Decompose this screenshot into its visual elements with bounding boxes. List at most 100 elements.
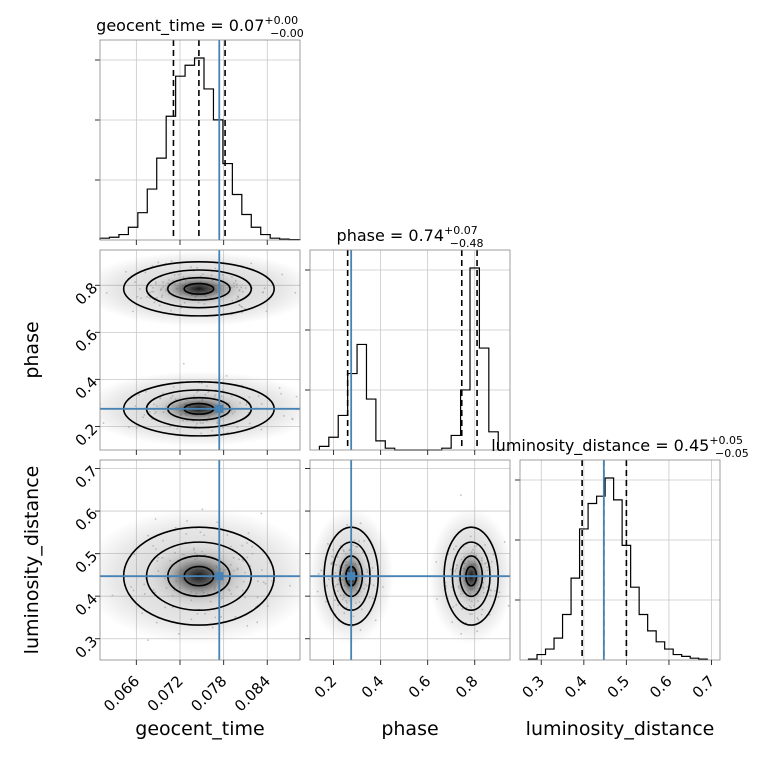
scatter-phase_vs_luminosity_distance-point-1-36	[436, 598, 438, 600]
scatter-phase_vs_luminosity_distance-point-1-84	[469, 535, 472, 538]
scatter-geocent_time_vs_phase-point-1-101	[211, 429, 214, 432]
scatter-geocent_time_vs_phase-point-0-52	[144, 271, 147, 274]
scatter-geocent_time_vs_luminosity_distance-point-0-11	[147, 639, 149, 642]
scatter-geocent_time_vs_phase-point-1-71	[280, 392, 283, 395]
scatter-phase_vs_luminosity_distance-point-1-86	[445, 585, 447, 587]
x-axis-label-luminosity-distance: luminosity_distance	[526, 718, 715, 740]
scatter-geocent_time_vs_phase-point-0-136	[170, 260, 173, 263]
hist-geocent_time-title-label: geocent_time = 0.07	[96, 16, 264, 36]
scatter-geocent_time_vs_luminosity_distance-point-0-137	[203, 534, 206, 537]
scatter-geocent_time_vs_phase-point-0-72	[139, 288, 141, 290]
scatter-geocent_time_vs_luminosity_distance-point-0-98	[251, 552, 254, 555]
scatter-phase_vs_luminosity_distance-point-1-21	[435, 560, 438, 563]
scatter-phase_vs_luminosity_distance-point-0-137	[332, 548, 335, 551]
scatter-phase_vs_luminosity_distance-point-1-58	[490, 560, 493, 563]
scatter-phase_vs_luminosity_distance-point-1-117	[444, 581, 447, 584]
scatter-geocent_time_vs_luminosity_distance-point-0-46	[266, 605, 269, 607]
scatter-geocent_time_vs_luminosity_distance-point-0-112	[154, 518, 157, 520]
x-axis-label-phase: phase	[381, 718, 438, 740]
scatter-geocent_time_vs_phase-point-0-26	[238, 303, 241, 306]
hist-luminosity_distance-title-plus: +0.05	[709, 434, 743, 447]
scatter-phase_vs_luminosity_distance-point-0-118	[353, 539, 356, 542]
hist-phase-title-minus: −0.48	[450, 237, 484, 250]
scatter-geocent_time_vs_luminosity_distance-point-0-55	[256, 596, 259, 599]
scatter-phase_vs_luminosity_distance-xtick-label-0: 0.2	[311, 672, 341, 702]
scatter-phase_vs_luminosity_distance-point-1-115	[488, 613, 491, 616]
scatter-geocent_time_vs_phase-point-1-9	[135, 426, 138, 429]
scatter-phase_vs_luminosity_distance-point-1-137	[507, 604, 510, 607]
scatter-geocent_time_vs_phase-point-0-45	[263, 287, 266, 290]
y-axis-label-phase: phase	[21, 321, 43, 378]
scatter-phase_vs_luminosity_distance-truth-marker	[347, 572, 356, 581]
scatter-geocent_time_vs_luminosity_distance-point-0-57	[241, 544, 244, 547]
scatter-geocent_time_vs_phase-point-1-18	[138, 394, 140, 396]
scatter-geocent_time_vs_phase-point-0-95	[241, 306, 244, 309]
scatter-geocent_time_vs_luminosity_distance-ytick-label-4: 0.7	[72, 462, 102, 492]
hist-luminosity_distance-xtick-label-1: 0.4	[561, 672, 591, 702]
scatter-geocent_time_vs_phase-point-1-104	[176, 427, 179, 430]
scatter-phase_vs_luminosity_distance-point-0-81	[326, 584, 328, 587]
scatter-phase_vs_luminosity_distance-point-0-94	[317, 572, 320, 575]
scatter-phase_vs_luminosity_distance-point-1-1	[477, 618, 480, 621]
scatter-phase_vs_luminosity_distance-point-0-138	[363, 539, 366, 542]
scatter-geocent_time_vs_luminosity_distance-point-0-3	[262, 581, 265, 584]
scatter-geocent_time_vs_phase-point-0-116	[170, 309, 172, 312]
scatter-phase_vs_luminosity_distance-point-0-40	[334, 599, 336, 602]
hist-geocent_time-title: geocent_time = 0.07+0.00 −0.00	[96, 14, 304, 40]
scatter-geocent_time_vs_luminosity_distance-ytick-label-0: 0.3	[72, 632, 102, 662]
scatter-geocent_time_vs_luminosity_distance-point-0-77	[186, 520, 188, 522]
scatter-geocent_time_vs_phase-point-1-44	[260, 403, 263, 405]
scatter-phase_vs_luminosity_distance-point-0-73	[368, 596, 371, 599]
scatter-geocent_time_vs_luminosity_distance-point-0-42	[155, 621, 158, 624]
scatter-geocent_time_vs_phase-point-0-57	[196, 266, 199, 269]
scatter-phase_vs_luminosity_distance-point-1-111	[449, 568, 452, 571]
scatter-geocent_time_vs_phase-point-0-82	[250, 262, 253, 265]
hist-luminosity_distance-xtick-label-2: 0.5	[604, 672, 634, 702]
scatter-geocent_time_vs_luminosity_distance-truth-marker	[215, 572, 224, 581]
scatter-geocent_time_vs_luminosity_distance-point-0-65	[256, 621, 259, 624]
scatter-geocent_time_vs_luminosity_distance-point-0-106	[242, 559, 244, 562]
scatter-geocent_time_vs_phase-point-1-62	[162, 392, 165, 395]
scatter-geocent_time_vs_luminosity_distance-point-0-16	[177, 632, 180, 635]
hist-phase-title: phase = 0.74+0.07 −0.48	[337, 224, 484, 250]
scatter-geocent_time_vs_luminosity_distance-point-0-94	[201, 508, 204, 511]
scatter-geocent_time_vs_luminosity_distance-point-0-133	[220, 615, 223, 618]
scatter-phase_vs_luminosity_distance-point-0-37	[327, 578, 330, 581]
scatter-geocent_time_vs_phase-point-0-105	[180, 307, 182, 309]
scatter-geocent_time_vs_luminosity_distance-point-0-63	[171, 606, 174, 609]
scatter-geocent_time_vs_luminosity_distance-ytick-label-2: 0.5	[72, 547, 102, 577]
scatter-phase_vs_luminosity_distance-point-0-75	[359, 629, 362, 631]
scatter-geocent_time_vs_luminosity_distance-point-0-20	[154, 548, 157, 550]
scatter-phase_vs_luminosity_distance-point-0-110	[343, 612, 346, 615]
hist-luminosity_distance-title-label: luminosity_distance = 0.45	[491, 436, 709, 456]
scatter-geocent_time_vs_luminosity_distance-xtick-label-2: 0.078	[187, 672, 230, 715]
scatter-geocent_time_vs_phase-point-1-88	[142, 416, 144, 419]
scatter-geocent_time_vs_luminosity_distance-point-0-32	[143, 593, 146, 595]
scatter-phase_vs_luminosity_distance-point-1-116	[489, 589, 492, 591]
scatter-geocent_time_vs_luminosity_distance-point-0-70	[141, 612, 144, 615]
scatter-geocent_time_vs_luminosity_distance-point-0-38	[130, 585, 133, 588]
scatter-geocent_time_vs_phase-point-1-25	[200, 382, 203, 385]
scatter-geocent_time_vs_phase-point-1-53	[295, 395, 298, 398]
scatter-phase_vs_luminosity_distance-point-1-96	[455, 545, 457, 548]
hist-geocent_time-bg	[100, 40, 300, 240]
scatter-phase_vs_luminosity_distance-point-0-79	[372, 597, 374, 600]
scatter-phase_vs_luminosity_distance-point-1-5	[497, 596, 500, 598]
scatter-phase_vs_luminosity_distance-point-0-66	[320, 569, 323, 572]
scatter-phase_vs_luminosity_distance-point-0-69	[337, 604, 339, 606]
scatter-phase_vs_luminosity_distance-point-1-56	[492, 553, 495, 556]
scatter-phase_vs_luminosity_distance-xtick-label-2: 0.6	[405, 672, 435, 702]
scatter-geocent_time_vs_phase-truth-marker	[215, 404, 224, 413]
scatter-phase_vs_luminosity_distance-point-1-76	[476, 617, 479, 619]
scatter-geocent_time_vs_phase-point-1-87	[169, 425, 171, 428]
scatter-geocent_time_vs_luminosity_distance-point-0-22	[271, 579, 273, 582]
scatter-geocent_time_vs_phase-point-1-82	[182, 362, 185, 365]
scatter-geocent_time_vs_luminosity_distance-point-0-23	[246, 625, 249, 627]
scatter-geocent_time_vs_phase-point-0-93	[153, 301, 156, 304]
scatter-phase_vs_luminosity_distance-point-0-125	[382, 586, 384, 588]
scatter-geocent_time_vs_phase-point-1-84	[225, 374, 228, 377]
scatter-geocent_time_vs_phase-point-1-115	[221, 389, 224, 392]
scatter-geocent_time_vs_luminosity_distance-point-0-4	[214, 616, 217, 619]
scatter-geocent_time_vs_luminosity_distance-border	[99, 459, 301, 661]
scatter-geocent_time_vs_phase-point-1-19	[143, 413, 146, 416]
